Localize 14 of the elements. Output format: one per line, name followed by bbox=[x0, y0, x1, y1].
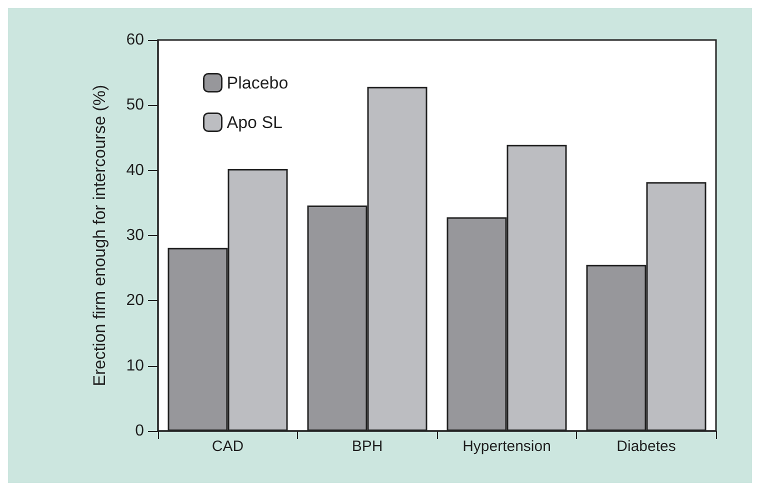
y-tick-label: 40 bbox=[126, 162, 144, 179]
y-axis-title: Erection firm enough for intercourse (%) bbox=[90, 84, 109, 386]
y-tick-label: 0 bbox=[135, 422, 144, 440]
y-tick-label: 10 bbox=[126, 357, 144, 374]
x-tick-label: BPH bbox=[352, 438, 383, 455]
y-tick-label: 50 bbox=[126, 96, 144, 114]
legend-label: Apo SL bbox=[226, 112, 283, 132]
y-tick-label: 30 bbox=[126, 227, 144, 244]
x-tick-label: CAD bbox=[212, 438, 244, 455]
legend-label: Placebo bbox=[226, 73, 288, 92]
y-tick-label: 60 bbox=[126, 32, 144, 48]
x-tick-label: Diabetes bbox=[616, 438, 676, 455]
x-tick-label: Hypertension bbox=[462, 438, 551, 455]
y-tick-label: 20 bbox=[126, 292, 144, 310]
